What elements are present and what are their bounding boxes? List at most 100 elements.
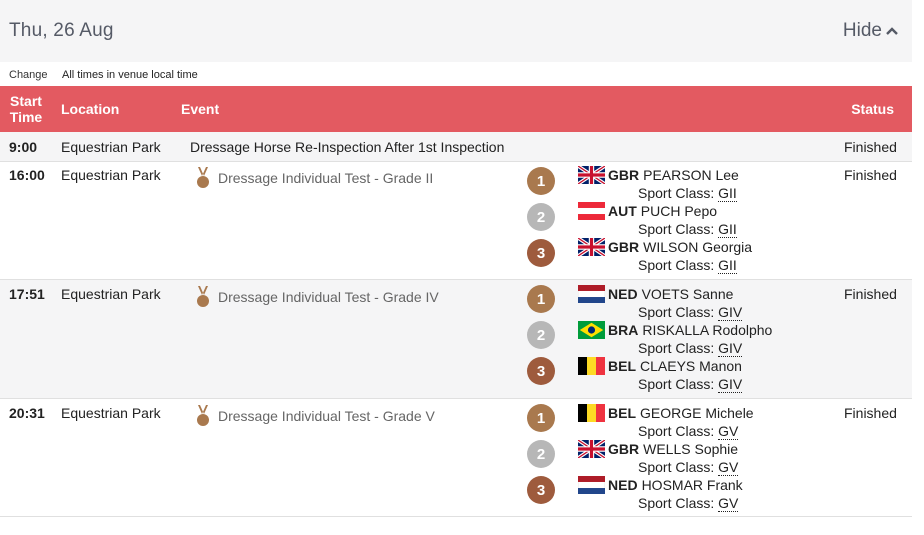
silver-medal-icon: 2 <box>527 321 555 349</box>
sport-class-value[interactable]: GIV <box>718 340 743 357</box>
table-row: 17:51 Equestrian Park Dressage Individua… <box>0 280 912 399</box>
sport-class-value[interactable]: GII <box>718 221 737 238</box>
medallist[interactable]: NED HOSMAR Frank Sport Class: GV <box>578 476 898 512</box>
silver-medal-icon: 2 <box>527 203 555 231</box>
flag-gbr-icon <box>578 238 605 256</box>
medal-icon <box>197 167 209 188</box>
sport-class-label: Sport Class: <box>638 495 715 511</box>
sport-class-label: Sport Class: <box>638 376 715 392</box>
sport-class-label: Sport Class: <box>638 185 715 201</box>
bronze-medal-icon: 3 <box>527 239 555 267</box>
athlete-name[interactable]: WILSON Georgia <box>643 239 753 255</box>
hide-toggle[interactable]: Hide <box>843 20 898 42</box>
medal-icon <box>197 286 209 307</box>
athlete-name[interactable]: RISKALLA Rodolpho <box>642 322 773 338</box>
noc-code: GBR <box>608 239 640 255</box>
table-row: 20:31 Equestrian Park Dressage Individua… <box>0 399 912 517</box>
noc-code: BEL <box>608 358 636 374</box>
event-link[interactable]: Dressage Individual Test - Grade IV <box>196 286 439 308</box>
bronze-medal-icon: 3 <box>527 476 555 504</box>
start-time: 20:31 <box>9 405 45 421</box>
medallist[interactable]: BRA RISKALLA Rodolpho Sport Class: GIV <box>578 321 898 357</box>
medallist[interactable]: AUT PUCH Pepo Sport Class: GII <box>578 202 898 238</box>
event-name: Dressage Horse Re-Inspection After 1st I… <box>190 139 505 155</box>
medallist[interactable]: GBR PEARSON Lee Sport Class: GII <box>578 166 898 202</box>
event-link[interactable]: Dressage Individual Test - Grade II <box>196 167 433 189</box>
gold-medal-icon: 1 <box>527 285 555 313</box>
table-row: 9:00 Equestrian Park Dressage Horse Re-I… <box>0 132 912 162</box>
status: Finished <box>844 167 897 183</box>
sport-class-label: Sport Class: <box>638 304 715 320</box>
noc-code: GBR <box>608 441 640 457</box>
medallist[interactable]: BEL GEORGE Michele Sport Class: GV <box>578 404 898 440</box>
day-title: Thu, 26 Aug <box>9 20 114 41</box>
start-time: 17:51 <box>9 286 45 302</box>
event-name[interactable]: Dressage Individual Test - Grade II <box>218 170 434 186</box>
sport-class-label: Sport Class: <box>638 221 715 237</box>
athlete-name[interactable]: VOETS Sanne <box>641 286 734 302</box>
sport-class-value[interactable]: GV <box>718 495 739 512</box>
table-header: Start Time Location Event Status <box>0 86 912 132</box>
location: Equestrian Park <box>61 167 161 183</box>
athlete-name[interactable]: WELLS Sophie <box>643 441 739 457</box>
sport-class-label: Sport Class: <box>638 340 715 356</box>
noc-code: BEL <box>608 405 636 421</box>
column-start-time: Start Time <box>9 93 43 125</box>
medallist[interactable]: GBR WILSON Georgia Sport Class: GII <box>578 238 898 274</box>
medallist[interactable]: BEL CLAEYS Manon Sport Class: GIV <box>578 357 898 393</box>
sport-class-value[interactable]: GIV <box>718 304 743 321</box>
noc-code: BRA <box>608 322 639 338</box>
athlete-name[interactable]: CLAEYS Manon <box>640 358 742 374</box>
status: Finished <box>844 405 897 421</box>
flag-bel-icon <box>578 404 605 422</box>
flag-bel-icon <box>578 357 605 375</box>
sport-class-label: Sport Class: <box>638 257 715 273</box>
chevron-up-icon[interactable] <box>886 26 898 36</box>
sport-class-label: Sport Class: <box>638 423 715 439</box>
change-timezone-link[interactable]: Change <box>9 69 48 81</box>
medal-icon <box>197 405 209 426</box>
athlete-name[interactable]: PEARSON Lee <box>643 167 739 183</box>
start-time: 9:00 <box>9 139 38 155</box>
sport-class-value[interactable]: GIV <box>718 376 743 393</box>
status: Finished <box>844 286 897 302</box>
sport-class-value[interactable]: GV <box>718 423 739 440</box>
athlete-name[interactable]: PUCH Pepo <box>640 203 718 219</box>
gold-medal-icon: 1 <box>527 167 555 195</box>
sport-class-label: Sport Class: <box>638 459 715 475</box>
event-link[interactable]: Dressage Individual Test - Grade V <box>196 405 435 427</box>
athlete-name[interactable]: GEORGE Michele <box>640 405 754 421</box>
hide-label[interactable]: Hide <box>842 20 882 41</box>
flag-gbr-icon <box>578 440 605 458</box>
flag-ned-icon <box>578 476 605 494</box>
noc-code: NED <box>608 477 638 493</box>
bronze-medal-icon: 3 <box>527 357 555 385</box>
timezone-note: All times in venue local time <box>62 69 198 81</box>
column-location: Location <box>61 101 120 117</box>
column-status: Status <box>851 101 894 117</box>
athlete-name[interactable]: HOSMAR Frank <box>641 477 743 493</box>
info-row: Change All times in venue local time <box>0 62 912 86</box>
sport-class-value[interactable]: GII <box>718 185 737 202</box>
medallist[interactable]: NED VOETS Sanne Sport Class: GIV <box>578 285 898 321</box>
event-name[interactable]: Dressage Individual Test - Grade IV <box>218 289 439 305</box>
flag-aut-icon <box>578 202 605 220</box>
event-name[interactable]: Dressage Individual Test - Grade V <box>218 408 435 424</box>
sport-class-value[interactable]: GII <box>718 257 737 274</box>
table-row: 16:00 Equestrian Park Dressage Individua… <box>0 162 912 280</box>
noc-code: GBR <box>608 167 640 183</box>
location: Equestrian Park <box>61 405 161 421</box>
flag-gbr-icon <box>578 166 605 184</box>
flag-ned-icon <box>578 285 605 303</box>
medallist[interactable]: GBR WELLS Sophie Sport Class: GV <box>578 440 898 476</box>
flag-bra-icon <box>578 321 605 339</box>
gold-medal-icon: 1 <box>527 404 555 432</box>
start-time: 16:00 <box>9 167 45 183</box>
sport-class-value[interactable]: GV <box>718 459 739 476</box>
location: Equestrian Park <box>61 286 161 302</box>
column-event: Event <box>181 101 220 117</box>
location: Equestrian Park <box>61 139 161 155</box>
status: Finished <box>844 139 897 155</box>
day-header: Thu, 26 Aug Hide <box>0 0 912 62</box>
silver-medal-icon: 2 <box>527 440 555 468</box>
